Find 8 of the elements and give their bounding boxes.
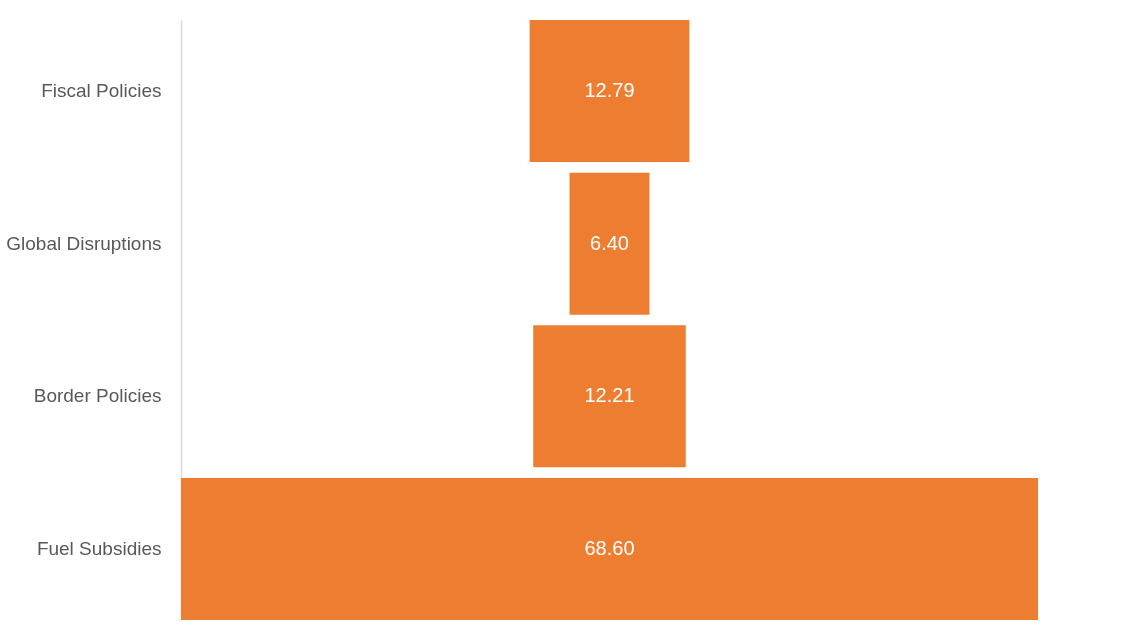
category-label: Fiscal Policies xyxy=(41,79,162,101)
data-label: 12.79 xyxy=(584,78,635,101)
data-label: 12.21 xyxy=(584,384,635,407)
category-label: Fuel Subsidies xyxy=(36,538,162,560)
data-label: 68.60 xyxy=(584,537,635,560)
category-label: Border Policies xyxy=(33,385,162,407)
data-label: 6.40 xyxy=(590,231,629,254)
category-label: Global Disruptions xyxy=(6,232,162,254)
